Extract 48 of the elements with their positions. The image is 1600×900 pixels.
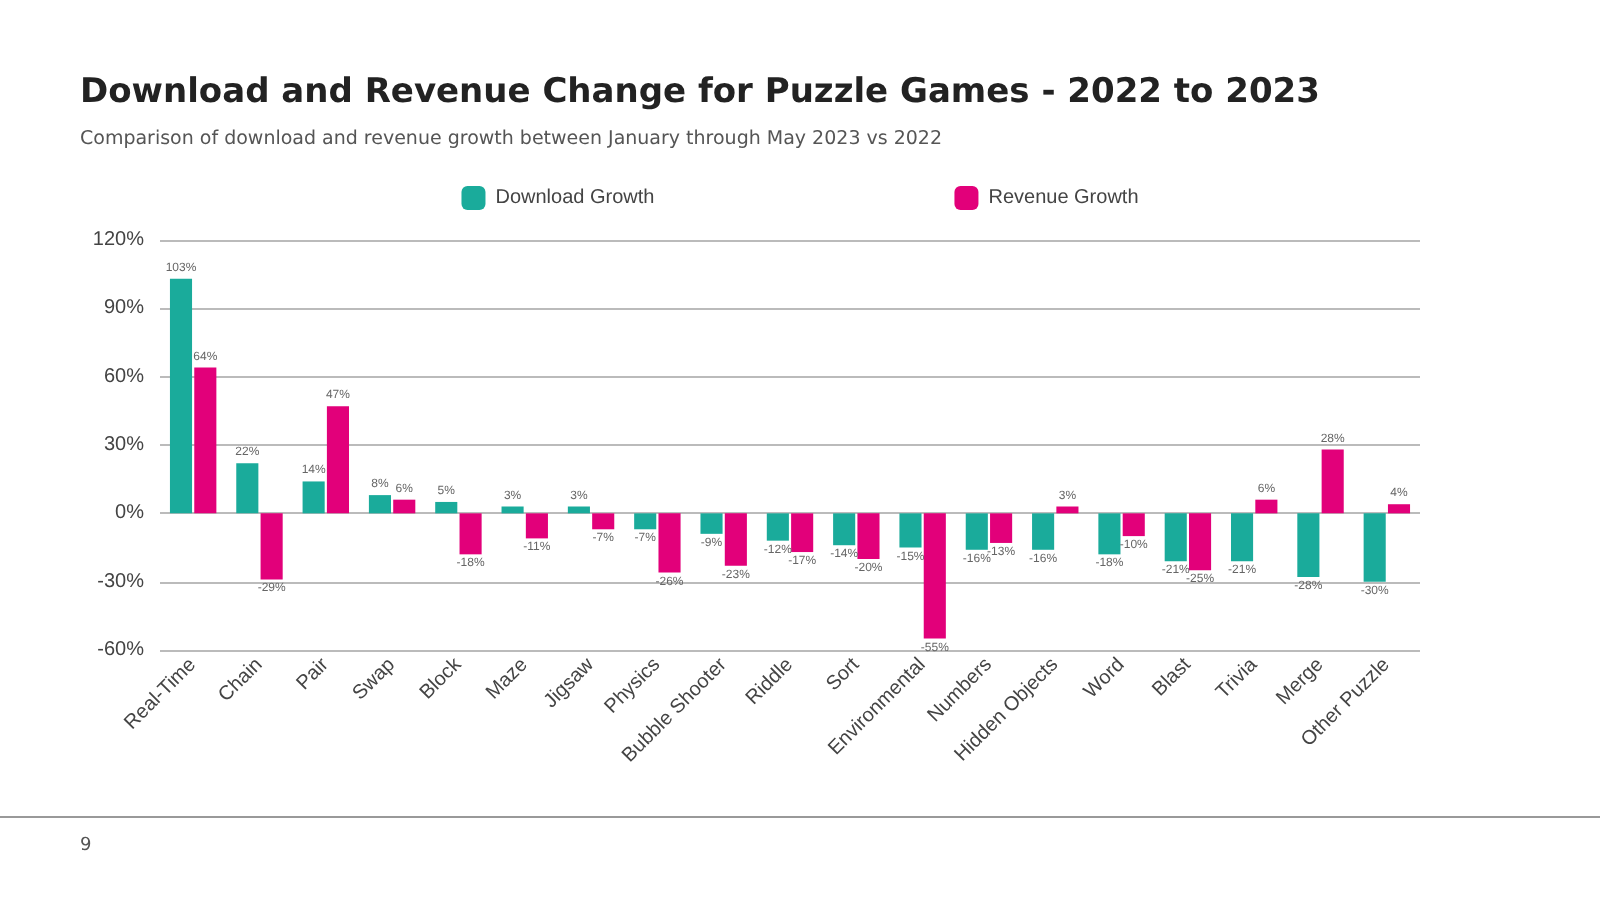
bar <box>1387 504 1411 514</box>
bar <box>1255 499 1278 514</box>
text: 9 <box>80 836 92 856</box>
bar <box>700 513 723 534</box>
bar <box>592 513 615 530</box>
bar <box>1098 513 1121 555</box>
legend-label: Download Growth <box>495 187 655 209</box>
y-tick-label: 120% <box>92 229 145 251</box>
chart-subtitle: Comparison of download and revenue growth between January through May 2023 vs 2022 <box>80 128 943 150</box>
bar <box>857 513 880 559</box>
bar <box>1297 513 1320 578</box>
y-tick-label: 90% <box>103 297 145 320</box>
bar <box>435 501 458 514</box>
bar <box>1189 513 1212 571</box>
y-tick-label: 0% <box>115 502 145 525</box>
bar <box>236 463 259 514</box>
bar <box>965 513 988 550</box>
bar <box>326 406 349 514</box>
bar <box>459 513 482 555</box>
bar <box>766 513 789 541</box>
y-tick-label: 60% <box>103 365 145 388</box>
bar <box>899 513 922 548</box>
bar <box>658 513 681 573</box>
bar <box>1122 513 1145 537</box>
bar <box>791 513 814 553</box>
bar <box>990 513 1013 543</box>
y-tick-label: -60% <box>97 639 145 661</box>
bar <box>525 513 548 539</box>
chart-title: Download and Revenue Change for Puzzle Games - 2022 to 2023 <box>80 72 1320 112</box>
bar <box>194 367 217 514</box>
bar <box>368 495 391 514</box>
bar <box>1321 449 1344 514</box>
bar <box>302 481 325 514</box>
y-tick-label: -30% <box>97 570 145 593</box>
bar <box>260 513 283 580</box>
bar <box>1164 513 1187 562</box>
bar <box>724 513 747 566</box>
bar <box>923 513 946 639</box>
legend-label: Revenue Growth <box>988 187 1139 209</box>
bar <box>393 499 416 514</box>
bar <box>634 513 657 530</box>
bar <box>1231 513 1254 562</box>
bar <box>1363 513 1386 582</box>
x-tick-label: Pair <box>292 653 335 695</box>
bar <box>1032 513 1055 550</box>
y-tick-label: 30% <box>103 434 145 456</box>
bar <box>833 513 856 546</box>
bar <box>169 278 193 514</box>
